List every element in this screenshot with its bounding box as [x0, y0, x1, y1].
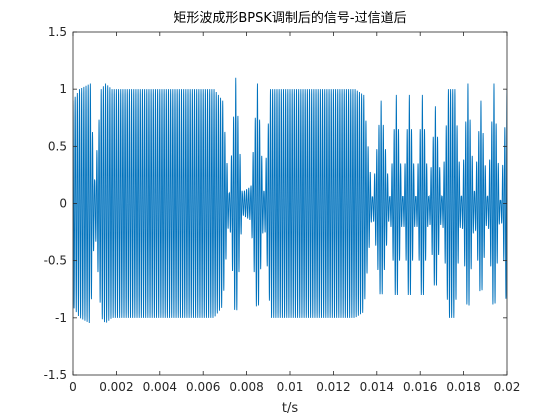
signal-line — [73, 77, 507, 323]
x-tick-label: 0.02 — [494, 380, 521, 394]
plot-area — [73, 32, 507, 375]
x-axis-ticks: 0 0.002 0.004 0.006 0.008 0.01 0.012 0.014 0.016… — [69, 32, 520, 394]
y-tick-label: 1 — [59, 82, 67, 96]
y-tick-label: -1.5 — [44, 368, 67, 382]
signal-series-group — [73, 77, 507, 323]
y-tick-label: -1 — [55, 311, 67, 325]
y-axis-ticks: 1.5 1 0.5 0 -0.5 -1 -1.5 — [44, 25, 507, 382]
x-tick-label: 0 — [69, 380, 77, 394]
x-tick-label: 0.018 — [446, 380, 480, 394]
x-tick-label: 0.008 — [229, 380, 263, 394]
x-tick-label: 0.012 — [316, 380, 350, 394]
y-tick-label: 0 — [59, 197, 67, 211]
y-tick-label: -0.5 — [44, 254, 67, 268]
x-tick-label: 0.014 — [360, 380, 394, 394]
x-tick-label: 0.002 — [99, 380, 133, 394]
y-tick-label: 0.5 — [48, 139, 67, 153]
x-tick-label: 0.016 — [403, 380, 437, 394]
x-axis-label: t/s — [282, 401, 298, 416]
x-tick-label: 0.004 — [143, 380, 177, 394]
y-tick-label: 1.5 — [48, 25, 67, 39]
x-tick-label: 0.01 — [277, 380, 304, 394]
chart-title: 矩形波成形BPSK调制后的信号-过信道后 — [173, 10, 406, 26]
x-tick-label: 0.006 — [186, 380, 220, 394]
